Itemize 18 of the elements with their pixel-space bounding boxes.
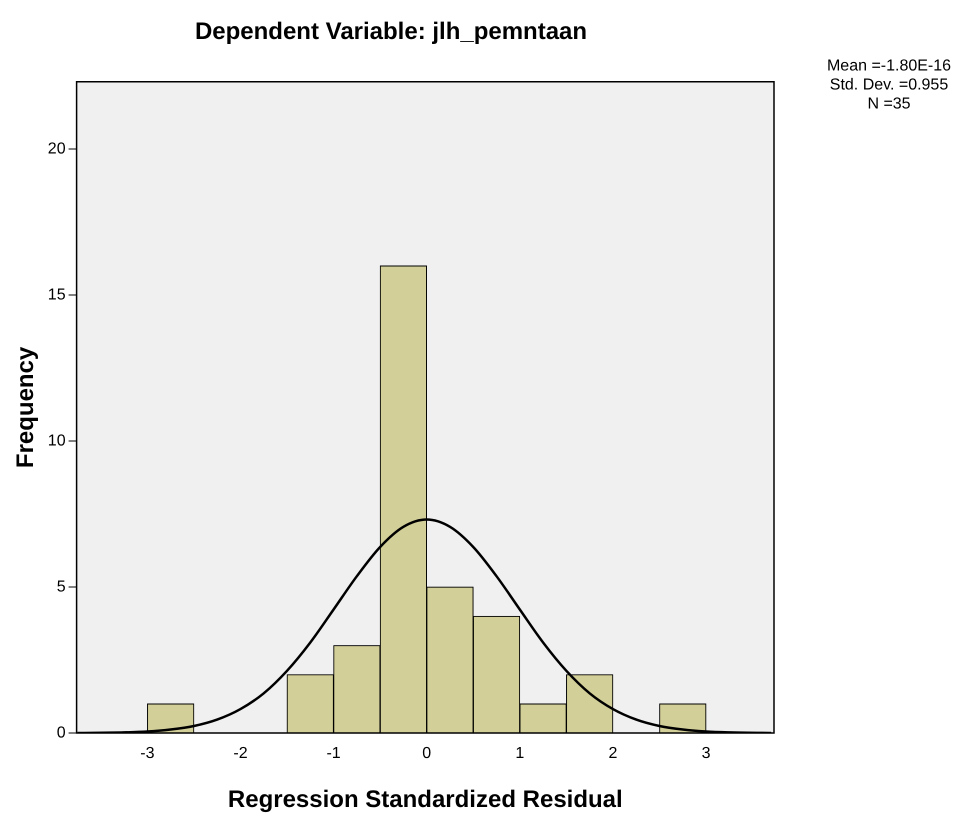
y-tick-label: 0 xyxy=(56,724,66,742)
text: N =35 xyxy=(867,95,911,112)
y-tick-label: 10 xyxy=(48,432,66,450)
y-axis-title: Frequency xyxy=(12,346,40,468)
x-tick-label: 0 xyxy=(422,745,432,762)
text: Mean =-1.80E-16 xyxy=(826,57,952,74)
x-tick-label: -2 xyxy=(233,745,248,762)
chart-title: Dependent Variable: jlh_pemntaan xyxy=(194,18,588,46)
x-tick-label: 3 xyxy=(702,745,711,762)
x-axis-title: Regression Standardized Residual xyxy=(228,786,623,814)
x-tick-label: -1 xyxy=(326,745,341,762)
x-tick-label: 1 xyxy=(515,745,524,762)
x-tick-label: 2 xyxy=(608,745,618,762)
y-tick-label: 5 xyxy=(56,578,66,596)
text: Std. Dev. =0.955 xyxy=(830,76,948,94)
y-tick-label: 20 xyxy=(48,140,66,158)
x-tick-label: -3 xyxy=(140,745,155,762)
y-tick-label: 15 xyxy=(48,286,66,304)
